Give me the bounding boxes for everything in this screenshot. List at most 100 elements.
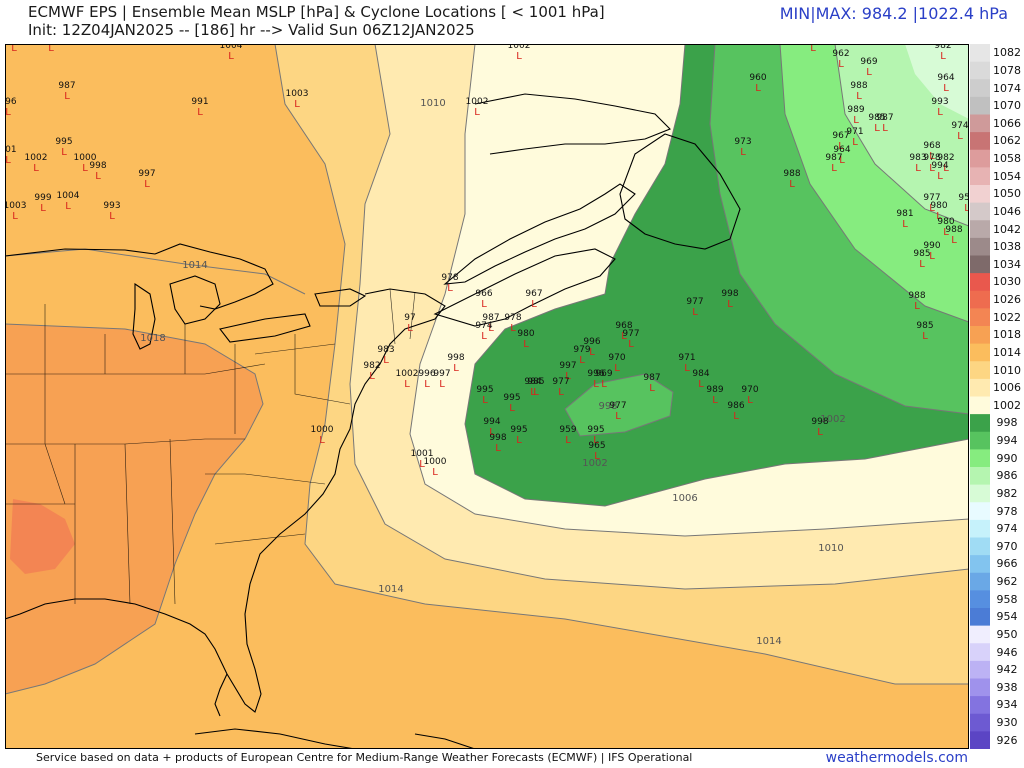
cyclone-pressure-label: 970	[741, 385, 758, 395]
colorbar-swatch	[970, 396, 990, 415]
cyclone-pressure-label: 996	[418, 369, 435, 379]
cyclone-pressure-label: 958	[958, 193, 969, 203]
colorbar-label: 938	[996, 680, 1018, 694]
colorbar-swatch	[970, 114, 990, 133]
low-symbol: L	[12, 211, 18, 222]
cyclone-pressure-label: 995	[503, 393, 520, 403]
low-symbol: L	[937, 171, 943, 182]
colorbar-swatch	[970, 273, 990, 292]
low-symbol: L	[432, 467, 438, 478]
cyclone-pressure-label: 998	[721, 289, 738, 299]
low-symbol: L	[621, 331, 627, 342]
cyclone-pressure-label: 1003	[5, 201, 26, 211]
title-line-1: ECMWF EPS | Ensemble Mean MSLP [hPa] & C…	[28, 3, 605, 21]
low-symbol: L	[838, 141, 844, 152]
colorbar-label: 998	[996, 416, 1018, 430]
cyclone-pressure-label: 977	[609, 401, 626, 411]
colorbar-swatch	[970, 537, 990, 556]
colorbar-label: 978	[996, 504, 1018, 518]
colorbar-label: 926	[996, 733, 1018, 747]
colorbar-label: 1046	[993, 204, 1021, 218]
colorbar-label: 962	[996, 575, 1018, 589]
brand-link[interactable]: weathermodels.com	[825, 750, 968, 766]
cyclone-pressure-label: 978	[923, 153, 940, 163]
cyclone-pressure-label: 996	[587, 369, 604, 379]
low-symbol: L	[817, 427, 823, 438]
low-symbol: L	[5, 155, 11, 166]
colorbar-labels: 1082 1078 1074 1070 1066 1062 1058 1054 1050 1046…	[990, 44, 1024, 749]
colorbar-swatch	[970, 467, 990, 486]
low-symbol: L	[747, 395, 753, 406]
cyclone-pressure-label: 997	[138, 169, 155, 179]
cyclone-pressure-label: 1004	[57, 191, 80, 201]
colorbar-swatch	[970, 308, 990, 327]
colorbar-label: 946	[996, 645, 1018, 659]
colorbar-label: 966	[996, 557, 1018, 571]
colorbar-swatch	[970, 378, 990, 397]
cyclone-pressure-label: 996	[5, 97, 17, 107]
isobar-label: 1002	[820, 414, 845, 425]
low-symbol: L	[383, 355, 389, 366]
cyclone-pressure-label: 1000	[74, 153, 97, 163]
colorbar-swatch	[970, 484, 990, 503]
field-982	[905, 44, 969, 119]
low-symbol: L	[530, 387, 536, 398]
colorbar-swatch	[970, 449, 990, 468]
cyclone-pressure-label: 997	[433, 369, 450, 379]
cyclone-pressure-label: 1002	[396, 369, 419, 379]
low-symbol: L	[11, 44, 17, 54]
colorbar-swatch	[970, 202, 990, 221]
cyclone-pressure-label: 969	[595, 369, 612, 379]
low-symbol: L	[943, 227, 949, 238]
cyclone-pressure-label: 993	[103, 201, 120, 211]
low-symbol: L	[369, 371, 375, 382]
colorbar-label: 1078	[993, 63, 1021, 77]
cyclone-pressure-label: 965	[588, 441, 605, 451]
low-symbol: L	[61, 147, 67, 158]
isobar-label: 1018	[140, 333, 165, 344]
colorbar-swatch	[970, 643, 990, 662]
colorbar-swatch	[970, 132, 990, 151]
cyclone-pressure-label: 984	[524, 377, 541, 387]
cyclone-pressure-label: 998	[489, 433, 506, 443]
colorbar-label: 990	[996, 451, 1018, 465]
colorbar-label: 1066	[993, 116, 1021, 130]
colorbar-label: 1026	[993, 293, 1021, 307]
cyclone-pressure-label: 977	[622, 329, 639, 339]
colorbar-label: 934	[996, 698, 1018, 712]
low-symbol: L	[866, 67, 872, 78]
low-symbol: L	[964, 203, 969, 214]
cyclone-pressure-label: 978	[504, 313, 521, 323]
low-symbol: L	[594, 451, 600, 462]
low-symbol: L	[481, 331, 487, 342]
cyclone-pressure-label: 988	[850, 81, 867, 91]
cyclone-marker: 958L	[958, 193, 969, 214]
cyclone-pressure-label: 995	[587, 425, 604, 435]
cyclone-pressure-label: 1000	[311, 425, 334, 435]
